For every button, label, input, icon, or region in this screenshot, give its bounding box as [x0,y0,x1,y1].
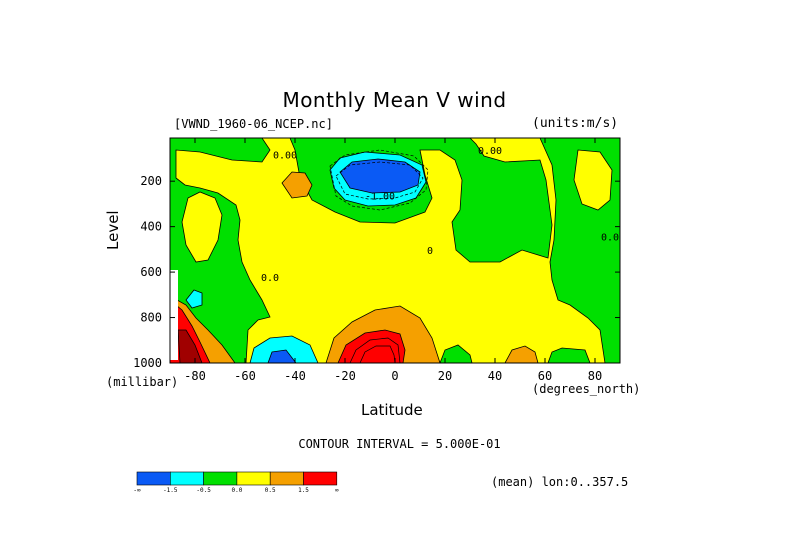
x-tick-label: -80 [184,369,206,383]
region-cyan-bottom-left [249,335,319,363]
colorbar-swatch [269,471,304,486]
region-green-bottom [439,344,473,363]
region-darkred-far-left [177,329,203,363]
region-yellow-island-1 [181,191,223,263]
x-tick-label: -20 [334,369,356,383]
colorbar-label: 0.0 [231,487,242,494]
y-axis: 200 400 600 800 1000 [133,174,620,370]
x-axis-title: Latitude [361,401,423,419]
colorbar-label: -0.5 [196,487,211,494]
region-missing-data [170,270,178,360]
region-yellow-island-2 [573,149,613,211]
colorbar-swatch [303,471,338,486]
x-tick-label: 20 [438,369,452,383]
colorbar: -∞ -1.5 -0.5 0.0 0.5 1.5 ∞ [133,471,339,494]
contour-interval-label: CONTOUR INTERVAL = 5.000E-01 [298,437,501,451]
x-axis-units: (degrees_north) [532,382,641,396]
x-tick-label: -60 [234,369,256,383]
region-green-bottom-right [547,347,591,363]
region-orange-upper [281,171,313,199]
red-contour-ring-2 [359,345,396,363]
y-tick-label: 1000 [133,356,162,370]
dashed-contour-1 [335,161,424,200]
y-tick-label: 800 [140,311,162,325]
colorbar-swatch [170,471,204,486]
region-cyan-left-edge [185,289,203,309]
y-tick-label: 200 [140,174,162,188]
contour-label: 0.00 [478,146,502,157]
colorbar-swatch [136,471,171,486]
red-contour-ring-1 [349,337,401,363]
contour-label: 0.0 [601,232,619,243]
dataset-label: [VWND_1960-06_NCEP.nc] [174,117,333,131]
contour-labels: 0.00 -1.00 0.00 0 0.0 0.0 [261,146,619,284]
contour-label: -1.00 [365,191,395,202]
colorbar-label: -1.5 [163,487,178,494]
chart-title: Monthly Mean V wind [282,88,507,112]
contour-label: 0.00 [273,150,297,161]
x-tick-label: 0 [391,369,398,383]
region-orange-bottom-right [504,345,539,363]
y-tick-label: 400 [140,220,162,234]
x-tick-label: 80 [588,369,602,383]
x-axis: -80 -60 -40 -20 0 20 40 60 80 [184,138,602,383]
region-blue-core [339,158,421,194]
units-label: (units:m/s) [532,116,619,131]
contour-field [170,138,620,363]
colorbar-label: 1.5 [298,487,309,494]
x-tick-label: 60 [538,369,552,383]
colorbar-label: 0.5 [265,487,276,494]
region-blue-bottom-left [267,349,297,363]
mean-longitude-label: (mean) lon:0..357.5 [491,475,629,489]
contour-label: 0 [427,246,433,257]
x-tick-label: 40 [488,369,502,383]
colorbar-swatch [203,471,238,486]
colorbar-label: ∞ [335,487,339,494]
x-tick-label: -40 [284,369,306,383]
y-axis-units: (millibar) [106,375,179,389]
contour-label: 0.0 [261,273,279,284]
dashed-contour-2 [329,149,429,211]
colorbar-swatch [236,471,271,486]
colorbar-label: -∞ [133,487,141,494]
y-tick-label: 600 [140,265,162,279]
